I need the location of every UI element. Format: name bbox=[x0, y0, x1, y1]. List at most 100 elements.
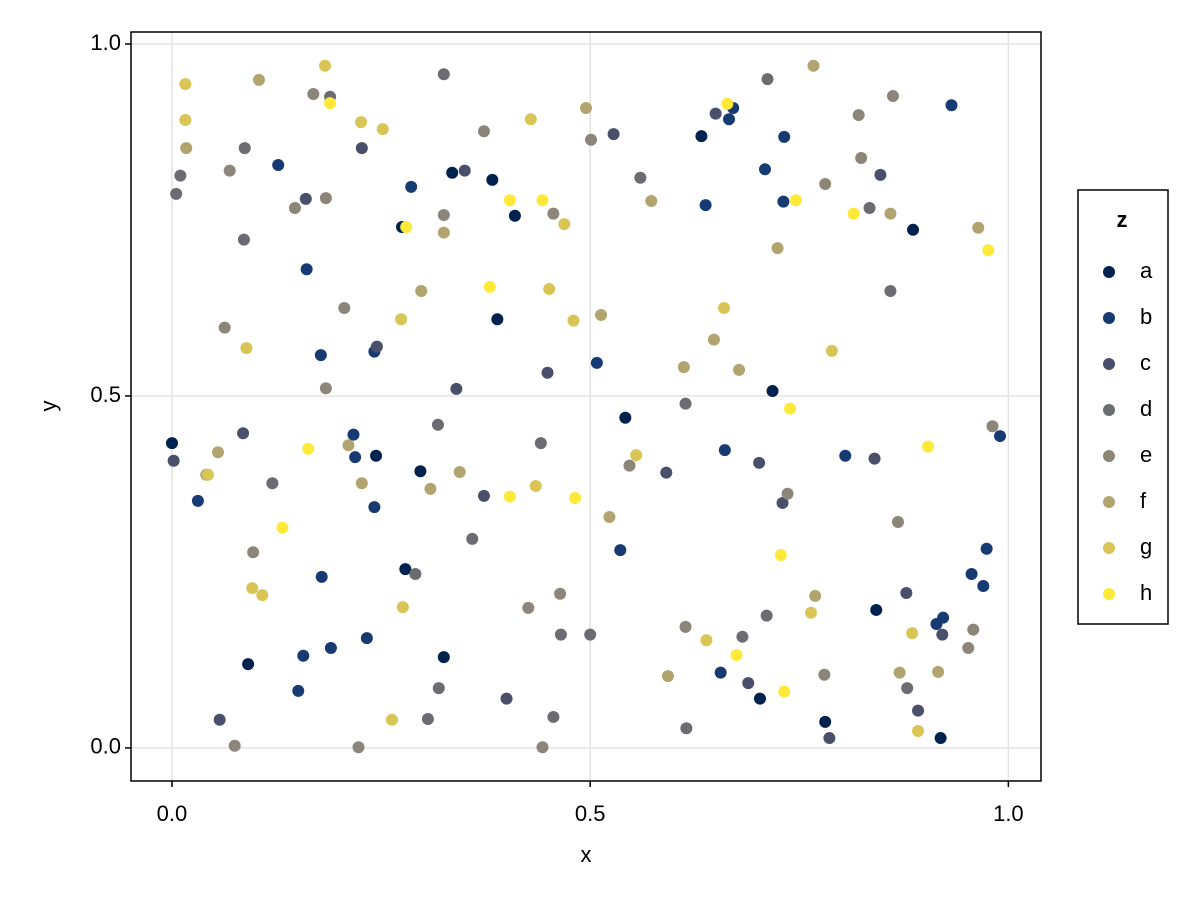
point bbox=[733, 363, 746, 376]
point bbox=[634, 171, 647, 184]
legend-marker bbox=[1103, 450, 1115, 462]
point bbox=[645, 194, 658, 207]
point bbox=[934, 732, 947, 745]
point bbox=[307, 87, 320, 100]
point bbox=[541, 366, 554, 379]
point bbox=[714, 666, 727, 679]
point bbox=[761, 73, 774, 86]
point bbox=[547, 207, 560, 220]
point bbox=[700, 634, 713, 647]
point bbox=[937, 611, 950, 624]
x-tick-label: 0.0 bbox=[157, 801, 188, 826]
point bbox=[242, 658, 255, 671]
point bbox=[807, 59, 820, 72]
point bbox=[399, 563, 412, 576]
point bbox=[554, 587, 567, 600]
point bbox=[868, 452, 881, 465]
point bbox=[607, 128, 620, 141]
point bbox=[819, 715, 832, 728]
point bbox=[962, 641, 975, 654]
legend-title: z bbox=[1117, 207, 1128, 232]
point bbox=[839, 449, 852, 462]
legend-marker bbox=[1103, 312, 1115, 324]
point bbox=[483, 280, 496, 293]
point bbox=[661, 670, 674, 683]
point bbox=[400, 220, 413, 233]
point bbox=[753, 456, 766, 469]
point bbox=[584, 628, 597, 641]
legend-label: g bbox=[1140, 534, 1152, 559]
point bbox=[180, 142, 193, 155]
plot-frame bbox=[130, 31, 1042, 782]
point bbox=[543, 282, 556, 295]
point bbox=[450, 382, 463, 395]
legend-marker bbox=[1103, 358, 1115, 370]
point bbox=[614, 544, 627, 557]
point bbox=[395, 313, 408, 326]
legend-marker bbox=[1103, 542, 1115, 554]
point bbox=[886, 90, 899, 103]
point bbox=[623, 459, 636, 472]
legend-marker bbox=[1103, 266, 1115, 278]
point bbox=[288, 201, 301, 214]
point bbox=[994, 430, 1007, 443]
point bbox=[906, 627, 919, 640]
point bbox=[567, 314, 580, 327]
point bbox=[776, 496, 789, 509]
point bbox=[266, 477, 279, 490]
point bbox=[760, 609, 773, 622]
point bbox=[778, 685, 791, 698]
point bbox=[695, 130, 708, 143]
legend-label: h bbox=[1140, 580, 1152, 605]
point bbox=[980, 542, 993, 555]
point bbox=[825, 344, 838, 357]
point bbox=[352, 741, 365, 754]
point bbox=[299, 192, 312, 205]
point bbox=[349, 451, 362, 464]
point bbox=[679, 397, 692, 410]
point bbox=[884, 207, 897, 220]
point bbox=[874, 168, 887, 181]
point bbox=[863, 201, 876, 214]
point bbox=[324, 97, 337, 110]
point bbox=[370, 449, 383, 462]
point bbox=[237, 427, 250, 440]
point bbox=[256, 589, 269, 602]
point bbox=[847, 207, 860, 220]
point bbox=[595, 308, 608, 321]
x-tick-label: 1.0 bbox=[993, 801, 1024, 826]
point bbox=[855, 152, 868, 165]
point bbox=[736, 630, 749, 643]
point bbox=[580, 102, 592, 115]
point bbox=[272, 159, 285, 172]
point bbox=[477, 125, 490, 138]
point bbox=[718, 301, 731, 314]
point bbox=[360, 632, 373, 645]
point bbox=[201, 468, 214, 481]
point bbox=[191, 494, 204, 507]
point bbox=[823, 732, 836, 745]
legend-label: d bbox=[1140, 396, 1152, 421]
point bbox=[174, 169, 187, 182]
point bbox=[554, 628, 567, 641]
point bbox=[315, 570, 328, 583]
point bbox=[421, 713, 434, 726]
point bbox=[590, 356, 603, 369]
point bbox=[771, 242, 784, 255]
point bbox=[319, 59, 332, 72]
point bbox=[730, 648, 743, 661]
point bbox=[314, 349, 327, 362]
point bbox=[912, 704, 925, 717]
point bbox=[500, 692, 513, 705]
point bbox=[446, 166, 459, 179]
point bbox=[414, 465, 427, 478]
point bbox=[213, 713, 226, 726]
point bbox=[405, 180, 418, 193]
y-tick-label: 0.5 bbox=[90, 382, 121, 407]
y-axis-label: y bbox=[36, 401, 61, 412]
point bbox=[819, 178, 832, 191]
point bbox=[784, 402, 797, 415]
point bbox=[247, 546, 260, 559]
point bbox=[936, 628, 949, 641]
